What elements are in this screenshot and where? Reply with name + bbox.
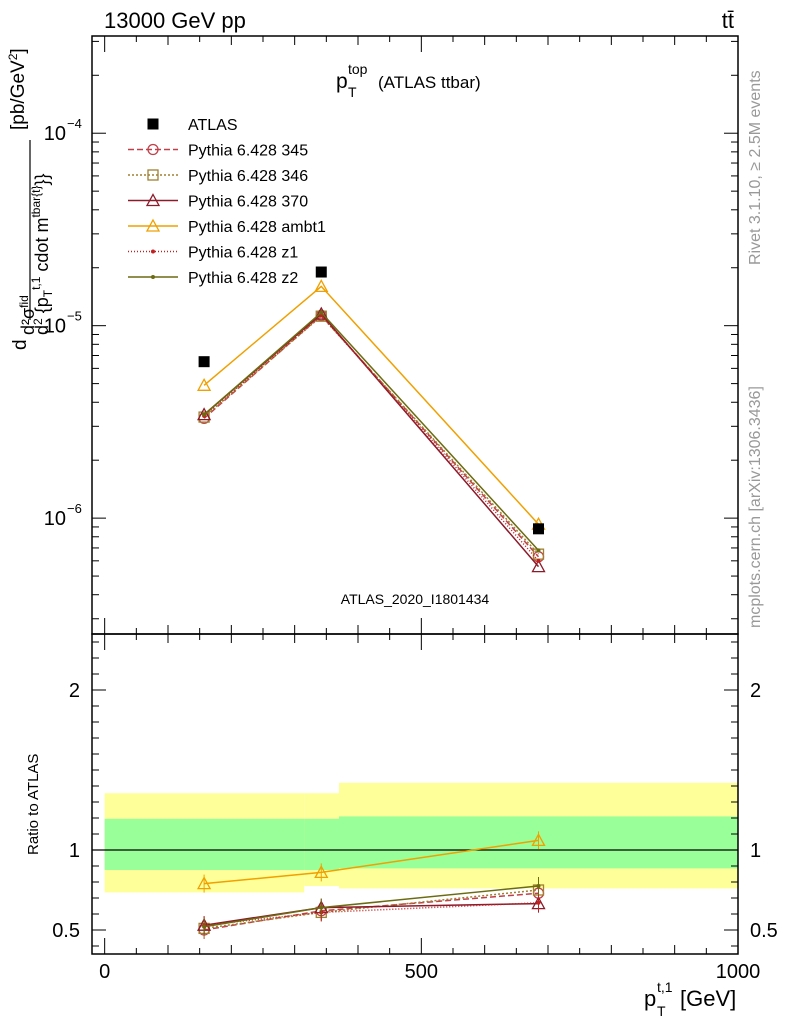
- xlabel-sub: T: [657, 1003, 666, 1019]
- rivet-label: Rivet 3.1.10, ≥ 2.5M events: [747, 70, 764, 265]
- ratio-y-tick-label-left: 0.5: [52, 920, 80, 942]
- main-series-line: [203, 311, 540, 551]
- reference-data-point: [533, 523, 544, 535]
- main-series-line: [203, 285, 540, 525]
- main-y-tick-label: 10: [44, 123, 66, 145]
- main-ylabel: d d²σfid d2 {pTt,1 cdot mtbar{t}}} [pb/G…: [6, 48, 55, 350]
- main-series-point: [197, 377, 212, 391]
- main-series-line: [203, 315, 540, 555]
- title-main: p: [336, 70, 348, 93]
- main-series-line: [203, 312, 540, 568]
- title-sup: top: [348, 61, 368, 77]
- legend: ATLAS Pythia 6.428 345 Pythia 6.428 346 Pyt…: [128, 117, 326, 287]
- main-series-point: [319, 310, 324, 315]
- main-y-tick-exponent: −5: [67, 309, 82, 324]
- ylabel-d: d: [10, 339, 31, 350]
- legend-marker: [147, 169, 159, 181]
- legend-marker: [145, 193, 161, 207]
- xlabel-sup: t,1: [657, 979, 673, 995]
- legend-label: Pythia 6.428 346: [188, 168, 308, 185]
- ratio-ylabel: Ratio to ATLAS: [25, 754, 42, 855]
- main-y-tick-label: 10: [44, 508, 66, 530]
- mcplots-label: mcplots.cern.ch [arXiv:1306.3436]: [747, 386, 764, 628]
- ratio-series: [197, 831, 546, 939]
- ratio-y-tick-label-left: 2: [69, 680, 80, 702]
- xlabel-p: p: [644, 986, 656, 1011]
- reference-data-point: [315, 266, 327, 278]
- ratio-series-point: [536, 900, 541, 905]
- main-series-point: [536, 548, 541, 553]
- main-axes: 10−610−510−4: [44, 36, 739, 634]
- ylabel-denominator: d2 {pTt,1 cdot mtbar{t}}}: [29, 173, 55, 335]
- ratio-y-tick-label-right: 1: [750, 840, 761, 862]
- legend-label: Pythia 6.428 370: [188, 194, 308, 211]
- title-sub: T: [348, 84, 357, 100]
- ratio-axes: 0 500 1000 0.5 0.5 1 1 2 2: [52, 634, 778, 983]
- ratio-x-tick-label: 0: [99, 961, 110, 983]
- ratio-series-point: [314, 865, 329, 879]
- ratio-y-tick-label-right: 2: [750, 680, 761, 702]
- main-series-point: [202, 412, 207, 417]
- ratio-x-tick-label: 500: [405, 961, 438, 983]
- xlabel: p T t,1 [GeV]: [644, 979, 736, 1019]
- main-series-line: [203, 314, 540, 562]
- legend-label: Pythia 6.428 z1: [188, 245, 298, 262]
- legend-label: Pythia 6.428 345: [188, 143, 308, 160]
- ratio-series-point: [202, 924, 207, 929]
- main-series: [197, 266, 546, 573]
- stat-uncertainty-band-1: [304, 818, 339, 870]
- process-label: tt̄: [722, 8, 734, 33]
- main-series-point: [536, 558, 541, 563]
- reference-data-point: [198, 356, 210, 368]
- analysis-watermark: ATLAS_2020_I1801434: [341, 591, 490, 607]
- ratio-series-line: [203, 889, 539, 930]
- legend-label: Pythia 6.428 ambt1: [188, 219, 326, 236]
- main-series-point: [314, 306, 329, 320]
- legend-label: ATLAS: [188, 117, 238, 134]
- energy-label: 13000 GeV pp: [104, 8, 246, 33]
- legend-marker: [147, 118, 159, 130]
- legend-marker: [151, 275, 155, 279]
- main-series-line: [203, 314, 540, 558]
- main-series-point: [531, 559, 546, 573]
- main-y-tick-label: 10: [44, 316, 66, 338]
- ratio-series-point: [319, 905, 324, 910]
- ratio-bands: [92, 782, 738, 893]
- ratio-series-point: [536, 884, 541, 888]
- main-y-tick-exponent: −4: [67, 116, 82, 131]
- stat-uncertainty-band-0: [104, 818, 305, 870]
- legend-marker: [147, 143, 159, 156]
- ratio-series-line: [203, 892, 539, 931]
- ratio-frame: [91, 633, 739, 955]
- ylabel-unit: [pb/GeV2]: [6, 48, 29, 130]
- title-suffix: (ATLAS ttbar): [378, 73, 481, 92]
- plot-title: p top T (ATLAS ttbar): [336, 61, 481, 100]
- ratio-series-point: [197, 876, 212, 890]
- xlabel-unit: [GeV]: [680, 986, 736, 1011]
- ratio-series-point: [531, 833, 546, 847]
- legend-marker: [151, 249, 155, 254]
- ratio-y-tick-label-left: 1: [69, 840, 80, 862]
- ratio-x-tick-label: 1000: [716, 961, 761, 983]
- main-series-point: [314, 279, 329, 293]
- legend-marker: [145, 218, 161, 232]
- main-y-tick-exponent: −6: [67, 501, 82, 516]
- legend-label: Pythia 6.428 z2: [188, 270, 298, 287]
- ratio-y-tick-label-right: 0.5: [750, 920, 778, 942]
